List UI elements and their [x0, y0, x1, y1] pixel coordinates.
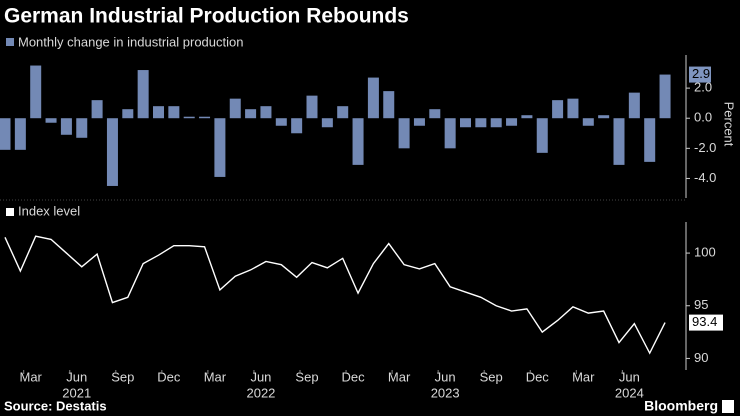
- bar: [521, 115, 533, 119]
- x-tick-label: Jun: [250, 369, 271, 384]
- bar: [76, 118, 88, 138]
- y-tick-label: 100: [694, 245, 716, 260]
- bar: [506, 118, 518, 126]
- x-year-label: 2024: [615, 385, 644, 400]
- bar: [659, 74, 671, 119]
- bar: [122, 109, 134, 119]
- value-label: 93.4: [692, 314, 717, 329]
- legend-label: Index level: [18, 203, 80, 218]
- bar: [337, 106, 349, 119]
- bar: [106, 118, 118, 186]
- x-tick-label: Dec: [526, 369, 550, 384]
- x-tick-label: Mar: [20, 369, 43, 384]
- y-tick-label: -4.0: [694, 170, 716, 185]
- x-tick-label: Jun: [435, 369, 456, 384]
- bar: [429, 109, 441, 119]
- x-tick-label: Dec: [157, 369, 181, 384]
- source: Source: Destatis: [4, 398, 107, 413]
- bar: [30, 65, 42, 119]
- bar: [0, 118, 11, 150]
- bar: [413, 118, 425, 126]
- x-tick-label: Mar: [388, 369, 411, 384]
- legend-swatch: [6, 208, 14, 216]
- x-year-label: 2021: [62, 385, 91, 400]
- bar: [14, 118, 26, 150]
- x-year-label: 2022: [246, 385, 275, 400]
- bar: [383, 91, 395, 119]
- x-tick-label: Sep: [111, 369, 134, 384]
- bar: [60, 118, 72, 135]
- x-tick-label: Mar: [204, 369, 227, 384]
- bar: [260, 106, 272, 119]
- brand: Bloomberg: [644, 398, 718, 414]
- bar: [91, 100, 103, 119]
- chart-title: German Industrial Production Rebounds: [4, 5, 409, 28]
- value-label: 2.9: [692, 66, 710, 81]
- bar: [367, 77, 379, 119]
- x-tick-label: Dec: [341, 369, 365, 384]
- value-label-box: [689, 314, 723, 331]
- bar: [137, 70, 149, 119]
- bar: [598, 115, 610, 119]
- bar: [475, 118, 487, 128]
- value-label-box: [689, 66, 711, 83]
- bar: [291, 118, 303, 134]
- bar: [245, 109, 257, 119]
- x-tick-label: Sep: [480, 369, 503, 384]
- x-tick-label: Mar: [572, 369, 595, 384]
- bar: [613, 118, 625, 165]
- bar: [398, 118, 410, 149]
- legend-label: Monthly change in industrial production: [18, 34, 243, 49]
- bar: [567, 98, 579, 119]
- y-tick-label: -2.0: [694, 140, 716, 155]
- x-tick-label: Sep: [295, 369, 318, 384]
- bar: [153, 106, 164, 119]
- bar: [306, 95, 318, 119]
- y-axis-label: Percent: [722, 102, 737, 147]
- bar: [321, 118, 333, 128]
- x-year-label: 2023: [431, 385, 460, 400]
- bar: [214, 118, 226, 177]
- brand-icon: [722, 400, 734, 413]
- bar: [444, 118, 456, 149]
- bar: [582, 118, 594, 126]
- bar: [275, 118, 287, 126]
- legend-swatch: [6, 38, 14, 46]
- bar: [352, 118, 364, 165]
- x-tick-label: Jun: [619, 369, 640, 384]
- bar: [644, 118, 656, 162]
- bar: [199, 116, 211, 119]
- index-line: [4, 235, 666, 355]
- bar: [460, 118, 471, 128]
- y-tick-label: 0.0: [694, 110, 712, 125]
- bar: [45, 118, 57, 123]
- bar: [552, 100, 564, 119]
- bar: [536, 118, 548, 153]
- x-tick-label: Jun: [66, 369, 87, 384]
- bar: [183, 116, 195, 119]
- bar: [628, 92, 640, 119]
- y-tick-label: 90: [694, 350, 708, 365]
- bar: [168, 106, 180, 119]
- bar: [229, 98, 241, 119]
- y-tick-label: 2.0: [694, 80, 712, 95]
- bar: [490, 118, 502, 128]
- y-tick-label: 95: [694, 297, 708, 312]
